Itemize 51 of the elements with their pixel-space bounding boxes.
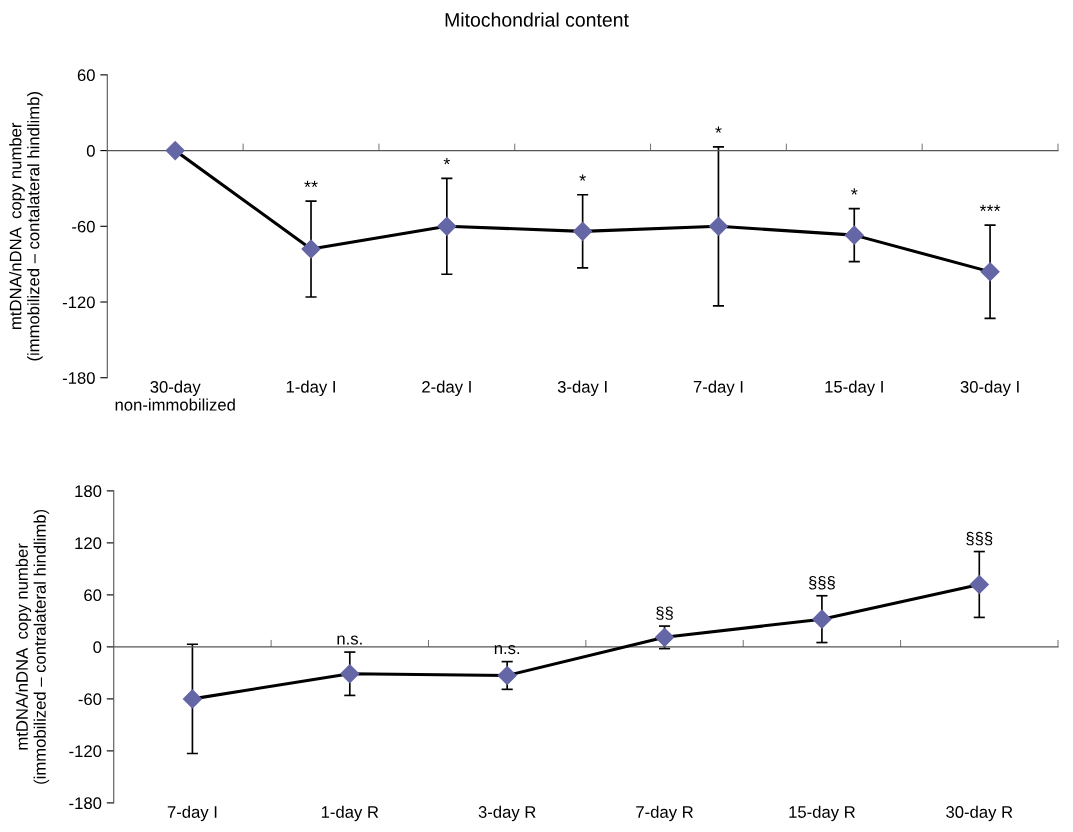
x-tick-label: 30-day I	[960, 380, 1019, 397]
point	[980, 262, 1000, 282]
point	[182, 689, 202, 709]
point	[708, 216, 728, 236]
annotation: *	[579, 174, 586, 181]
x-tick-label: 7-day I	[167, 805, 217, 822]
point	[340, 664, 360, 684]
x-tick-label: 3-day I	[557, 380, 607, 397]
x-tick-label: 7-day I	[693, 380, 743, 397]
annotation: §§§	[966, 531, 993, 546]
x-tick-label: 15-day R	[789, 805, 855, 822]
annotation: **	[304, 180, 318, 188]
y-tick-label: 120	[75, 537, 102, 550]
x-tick-label: 30-day R	[946, 805, 1013, 822]
x-tick-label: 7-day R	[636, 805, 693, 822]
point	[969, 574, 989, 595]
annotation: n.s.	[337, 635, 362, 645]
y-axis-title: mtDNA/nDNA copy number (immobilized – contralateral hindlimb)	[15, 509, 50, 784]
y-tick-label: 60	[77, 69, 95, 82]
y-tick-label: -60	[78, 693, 102, 706]
annotation: §§	[656, 606, 673, 620]
point	[301, 239, 321, 259]
annotation: ***	[979, 204, 1001, 212]
annotation: *	[715, 126, 722, 133]
y-tick-label: 0	[93, 641, 102, 654]
y-tick-label: 60	[84, 589, 102, 602]
point	[812, 609, 832, 629]
annotation: *	[443, 158, 451, 165]
annotation: n.s.	[494, 645, 520, 655]
x-tick-label: 1-day I	[286, 380, 335, 397]
x-tick-label: 15-day I	[825, 380, 883, 397]
y-axis-title: mtDNA/nDNA copy number (immobilized – contalateral hindlimb)	[9, 92, 43, 361]
point	[844, 225, 864, 245]
y-tick-label: -60	[72, 220, 95, 233]
x-tick-label: 30-day non-immobilized	[115, 380, 235, 411]
x-tick-label: 2-day I	[422, 380, 471, 397]
annotation: §§§	[808, 576, 835, 590]
point	[437, 216, 457, 236]
y-tick-label: 180	[75, 485, 102, 498]
y-tick-label: -120	[69, 745, 102, 758]
point	[497, 665, 517, 686]
x-tick-label: 1-day R	[321, 805, 379, 822]
chart-title: Mitochondrial content	[445, 12, 629, 27]
y-tick-label: -120	[62, 296, 95, 309]
point	[165, 141, 185, 161]
point	[573, 221, 593, 241]
y-tick-label: 0	[86, 144, 95, 157]
y-tick-label: -180	[62, 372, 95, 384]
annotation: *	[851, 188, 858, 195]
x-tick-label: 3-day R	[478, 805, 536, 822]
y-tick-label: -180	[69, 797, 102, 810]
